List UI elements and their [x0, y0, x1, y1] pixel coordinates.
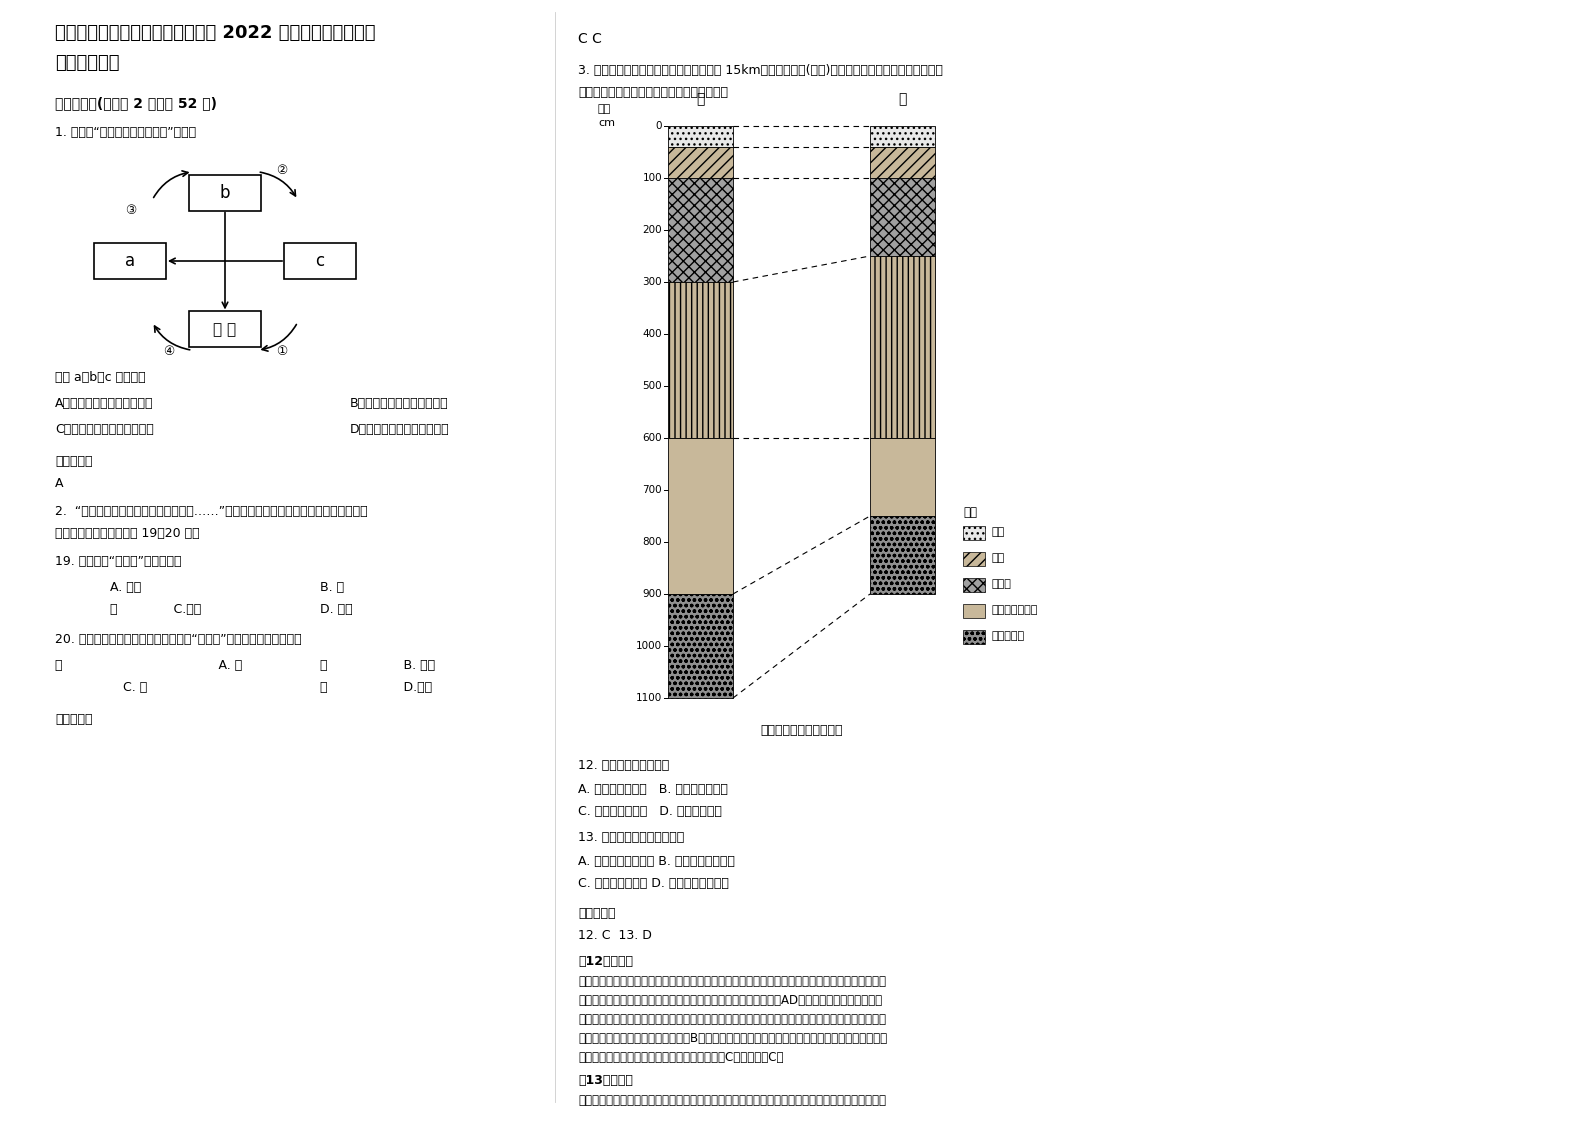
Text: 【13题详解】: 【13题详解】 [578, 1074, 633, 1087]
Text: 参考答案：: 参考答案： [578, 907, 616, 920]
Text: 19. 材料中的“天上星”主要指的是: 19. 材料中的“天上星”主要指的是 [56, 555, 181, 569]
Text: 1. 读下图“地壳物质循环示意图”，回答: 1. 读下图“地壳物质循环示意图”，回答 [56, 126, 197, 139]
Text: 统                                       A. 一: 统 A. 一 [56, 660, 243, 672]
Text: 20. 依据材料我们可推知，在观察到的“亮晶晶”世界里共有几级天体系: 20. 依据材料我们可推知，在观察到的“亮晶晶”世界里共有几级天体系 [56, 634, 302, 646]
Text: 600: 600 [643, 433, 662, 443]
FancyBboxPatch shape [189, 175, 260, 211]
Text: 岩 浆: 岩 浆 [213, 322, 236, 337]
Text: B. 行: B. 行 [321, 581, 344, 595]
Text: 400: 400 [643, 329, 662, 339]
Text: 1000: 1000 [636, 641, 662, 651]
Text: D．变质岩、岩浆岩、沉积岩: D．变质岩、岩浆岩、沉积岩 [351, 423, 449, 436]
Bar [668, 147, 733, 178]
Bar [870, 126, 935, 147]
Text: C C: C C [578, 33, 601, 46]
Text: ③: ③ [125, 204, 136, 218]
Text: 星              C.恒星: 星 C.恒星 [110, 604, 202, 616]
Text: 1100: 1100 [636, 693, 662, 703]
Bar [870, 178, 935, 256]
Text: 300: 300 [643, 277, 662, 287]
Bar [668, 438, 733, 594]
Text: 参考答案：: 参考答案： [56, 456, 92, 468]
Text: ①: ① [276, 346, 287, 358]
Text: 河流相砾石: 河流相砾石 [990, 631, 1024, 641]
Text: 12. C  13. D: 12. C 13. D [578, 929, 652, 942]
Text: 的河流沉积物，表明两区域曾经是河漫滩地貌，C正确，故选C。: 的河流沉积物，表明两区域曾经是河漫滩地貌，C正确，故选C。 [578, 1051, 784, 1064]
Text: A: A [56, 477, 63, 490]
Bar [668, 126, 733, 147]
Text: 乙: 乙 [898, 92, 906, 105]
Text: 12. 推测甲、乙所在区域: 12. 推测甲、乙所在区域 [578, 758, 670, 772]
Text: 甲、乙两地地层剖面序列: 甲、乙两地地层剖面序列 [760, 724, 843, 737]
Text: 13. 据图比较甲、乙两地，则: 13. 据图比较甲、乙两地，则 [578, 831, 684, 844]
Text: C. 黄土层海拔相同 D. 经历地质过程一致: C. 黄土层海拔相同 D. 经历地质过程一致 [578, 877, 728, 890]
Text: ②: ② [276, 164, 287, 177]
FancyBboxPatch shape [284, 243, 355, 279]
Bar [870, 147, 935, 178]
Text: C. 曾是河漫滩地貌   D. 气候特征稳定: C. 曾是河漫滩地貌 D. 气候特征稳定 [578, 804, 722, 818]
Text: 末试题含解析: 末试题含解析 [56, 54, 119, 72]
Text: 湖南省长沙市宁乡县第六高级中学 2022 年高三地理下学期期: 湖南省长沙市宁乡县第六高级中学 2022 年高三地理下学期期 [56, 24, 376, 42]
Text: 700: 700 [643, 485, 662, 495]
Text: 2.  “天上星，亮晶晶；我在大桥望北京……”一首清脆儿歌传唱几十年，引发了人们无限: 2. “天上星，亮晶晶；我在大桥望北京……”一首清脆儿歌传唱几十年，引发了人们无… [56, 505, 368, 518]
Bar [870, 516, 935, 594]
FancyBboxPatch shape [94, 243, 167, 279]
Text: 100: 100 [643, 173, 662, 183]
Text: 以下，表明风力沉积持续时间较长，B错；两区域地层剖面地层均有河流相砾石；河流相砾石为典型: 以下，表明风力沉积持续时间较长，B错；两区域地层剖面地层均有河流相砾石；河流相砾… [578, 1032, 887, 1045]
Bar [870, 256, 935, 438]
Text: A．变质岩、沉积岩、岩浆岩: A．变质岩、沉积岩、岩浆岩 [56, 397, 154, 411]
Text: a: a [125, 252, 135, 270]
Text: 根据材料可知，古土壤层是由黄土层演变而来，表明该段时期气候变化（暖湿气候），图中存在黄土: 根据材料可知，古土壤层是由黄土层演变而来，表明该段时期气候变化（暖湿气候），图中… [578, 975, 886, 988]
Text: 的遐想和憧憬。据此回答 19～20 题。: 的遐想和憧憬。据此回答 19～20 题。 [56, 527, 200, 541]
Text: 500: 500 [643, 381, 662, 390]
Text: C. 三: C. 三 [56, 681, 148, 695]
Bar [668, 178, 733, 282]
Text: A. 甲地在乙地的下游 B. 甲地沉积时间更长: A. 甲地在乙地的下游 B. 甲地沉积时间更长 [578, 855, 735, 868]
Bar [963, 604, 986, 618]
Text: 200: 200 [643, 226, 662, 234]
Text: 0: 0 [655, 121, 662, 131]
Text: B．沉积岩、变质岩、岩浆岩: B．沉积岩、变质岩、岩浆岩 [351, 397, 449, 411]
Text: 表土: 表土 [990, 527, 1005, 537]
Text: 参考答案：: 参考答案： [56, 714, 92, 726]
Text: 读图可知，甲乙两地自下到上地层的排序相同，且各层的地质年龄相同，所以两地经历的地质过程一: 读图可知，甲乙两地自下到上地层的排序相同，且各层的地质年龄相同，所以两地经历的地… [578, 1094, 886, 1107]
FancyBboxPatch shape [189, 312, 260, 348]
Text: D. 星云: D. 星云 [321, 604, 352, 616]
Text: 古土壤: 古土壤 [990, 579, 1011, 589]
Text: 800: 800 [643, 537, 662, 548]
Text: 900: 900 [643, 589, 662, 599]
Bar [668, 282, 733, 438]
Text: cm: cm [598, 118, 616, 128]
Text: 物，读图可知，相比于河流相砾石而言，黄土形成较晚，风力沉积较晚，且黄土层一直持续到表土层: 物，读图可知，相比于河流相砾石而言，黄土形成较晚，风力沉积较晚，且黄土层一直持续… [578, 1013, 886, 1026]
Text: 3. 甲、乙两地位于同一条河流沿岸，相隔 15km，其地层剖面(下图)中各层的地质年龄相同，其中古土: 3. 甲、乙两地位于同一条河流沿岸，相隔 15km，其地层剖面(下图)中各层的地… [578, 64, 943, 77]
Text: 级                   B. 二级: 级 B. 二级 [321, 660, 435, 672]
Text: ④: ④ [163, 346, 175, 358]
Text: C．岩浆岩、变质岩、沉积岩: C．岩浆岩、变质岩、沉积岩 [56, 423, 154, 436]
Bar [963, 526, 986, 540]
Bar [963, 629, 986, 644]
Text: 冲积砂互层，表明沉积环境反复发生变化，所以地壳非持续下降，AD错；黄土为典型的风力沉积: 冲积砂互层，表明沉积环境反复发生变化，所以地壳非持续下降，AD错；黄土为典型的风… [578, 994, 882, 1008]
Text: 图例: 图例 [963, 506, 978, 519]
Bar [870, 438, 935, 516]
Text: 甲: 甲 [697, 92, 705, 105]
Text: 黄土: 黄土 [990, 553, 1005, 563]
Text: 壤层是黄土层演变来的。据此完成下面小题。: 壤层是黄土层演变来的。据此完成下面小题。 [578, 86, 728, 99]
Text: A. 地壳在持续下降   B. 风力沉积发生早: A. 地壳在持续下降 B. 风力沉积发生早 [578, 783, 728, 795]
Text: b: b [219, 184, 230, 202]
Text: 一、选择题(每小题 2 分，共 52 分): 一、选择题(每小题 2 分，共 52 分) [56, 96, 217, 110]
Text: 黄土冲积砂互层: 黄土冲积砂互层 [990, 605, 1038, 615]
Text: 图中 a、b、c 分别表示: 图中 a、b、c 分别表示 [56, 371, 146, 385]
Text: A. 彗星: A. 彗星 [110, 581, 141, 595]
Text: 深度: 深度 [598, 104, 611, 114]
Bar [668, 594, 733, 698]
Text: c: c [316, 252, 325, 270]
Text: 【12题详解】: 【12题详解】 [578, 955, 633, 968]
Text: 级                   D.四级: 级 D.四级 [321, 681, 432, 695]
Bar [963, 552, 986, 565]
Bar [963, 578, 986, 592]
